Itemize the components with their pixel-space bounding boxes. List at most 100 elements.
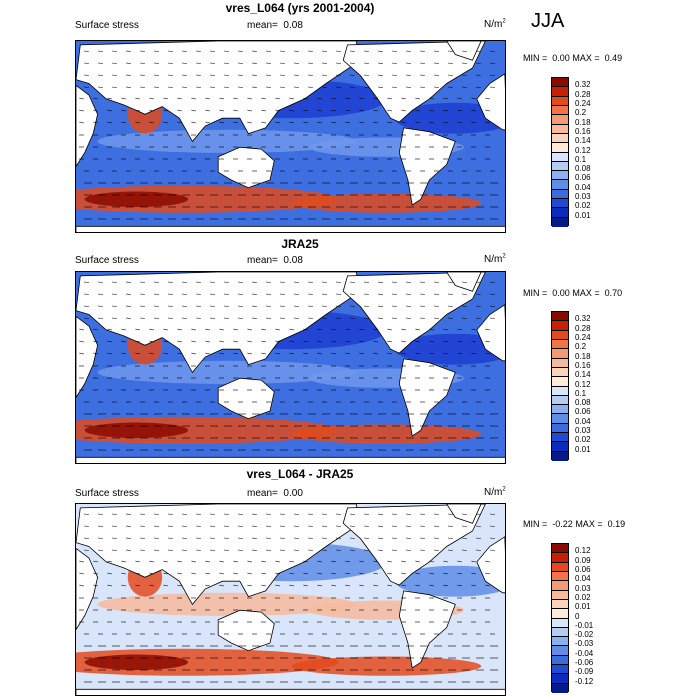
wind-vector	[191, 352, 197, 355]
wind-vector	[219, 560, 225, 563]
colorbar-tick-label: -0.09	[575, 667, 594, 677]
wind-vector	[163, 560, 169, 563]
wind-vector	[247, 328, 253, 331]
wind-vector	[135, 340, 141, 343]
wind-vector	[471, 584, 477, 587]
wind-vector	[373, 121, 379, 124]
colorbar-tick-label: 0.32	[575, 80, 591, 90]
wind-vector	[177, 109, 183, 112]
stress-contour-region	[394, 333, 505, 365]
wind-vector	[387, 560, 393, 563]
wind-vector	[247, 352, 253, 355]
colorbar-swatch	[552, 217, 568, 227]
wind-vector	[247, 97, 253, 100]
colorbar-tick-label: 0.2	[575, 108, 587, 118]
wind-vector	[443, 121, 449, 124]
wind-vector	[345, 97, 351, 100]
wind-vector	[79, 352, 85, 355]
wind-vector	[219, 121, 225, 124]
colorbar-swatch	[552, 377, 568, 387]
wind-vector	[177, 97, 183, 100]
wind-vector	[205, 121, 211, 124]
min-max-readout: MIN = 0.00 MAX = 0.70	[523, 288, 622, 298]
wind-vector	[415, 584, 421, 587]
wind-vector	[205, 340, 211, 343]
wind-vector	[121, 560, 127, 563]
wind-vector	[163, 352, 169, 355]
eurasia-landmass	[76, 504, 361, 606]
wind-vector	[485, 352, 491, 355]
africa-east-landmass	[476, 304, 505, 362]
wind-vector	[289, 97, 295, 100]
wind-vector	[247, 340, 253, 343]
wind-vector	[219, 352, 225, 355]
colorbar-swatch	[552, 189, 568, 200]
wind-vector	[415, 328, 421, 331]
greenland-landmass	[446, 504, 482, 524]
wind-vector	[471, 109, 477, 112]
wind-vector	[331, 328, 337, 331]
colorbar-swatch	[552, 451, 568, 461]
wind-vector	[331, 560, 337, 563]
wind-vector	[471, 121, 477, 124]
colorbar-swatch	[552, 618, 568, 628]
wind-vector	[345, 352, 351, 355]
wind-vector	[121, 340, 127, 343]
wind-vector	[317, 572, 323, 575]
colorbar-tick-label: 0.24	[575, 98, 591, 108]
wind-vector	[233, 560, 239, 563]
colorbar-tick-label: -0.12	[575, 676, 594, 686]
wind-vector	[401, 328, 407, 331]
wind-vector	[401, 121, 407, 124]
unit-exponent: 2	[502, 253, 506, 260]
wind-vector	[359, 121, 365, 124]
stress-map	[75, 503, 506, 696]
wind-vector	[289, 328, 295, 331]
wind-vector	[93, 584, 99, 587]
wind-vector	[443, 97, 449, 100]
colorbar-tick-label: 0.04	[575, 574, 591, 584]
antarctica-landmass	[76, 225, 505, 232]
wind-vector	[317, 121, 323, 124]
wind-vector	[443, 328, 449, 331]
wind-vector	[387, 572, 393, 575]
field-label: Surface stress	[75, 20, 139, 31]
min-value: 0.00	[552, 288, 570, 298]
south-america-landmass	[398, 358, 456, 437]
colorbar-swatch	[552, 133, 568, 144]
australia-landmass	[217, 377, 275, 420]
mean-value: 0.08	[283, 20, 303, 31]
wind-vector	[275, 584, 281, 587]
stress-contour-region	[291, 193, 482, 213]
wind-vector	[373, 340, 379, 343]
wind-vector	[373, 328, 379, 331]
colorbar-swatch	[552, 358, 568, 368]
wind-vector	[261, 352, 267, 355]
wind-vector	[345, 560, 351, 563]
wind-vector	[275, 560, 281, 563]
colorbar-tick-label: 0.24	[575, 332, 591, 342]
wind-vector	[233, 109, 239, 112]
colorbar-tick-label: 0.03	[575, 192, 591, 202]
wind-vector	[219, 340, 225, 343]
colorbar-swatch	[552, 321, 568, 331]
wind-vector	[177, 352, 183, 355]
wind-vector	[275, 97, 281, 100]
wind-vector	[415, 560, 421, 563]
wind-vector	[443, 584, 449, 587]
colorbar-tick-label: 0.01	[575, 602, 591, 612]
panel-title: vres_L064 (yrs 2001-2004)	[225, 1, 375, 15]
wind-vector	[135, 328, 141, 331]
wind-vector	[247, 584, 253, 587]
colorbar	[551, 311, 569, 461]
unit-text: N/m	[484, 487, 503, 498]
season-label: JJA	[531, 10, 565, 32]
wind-vector	[219, 97, 225, 100]
wind-vector	[191, 572, 197, 575]
unit-text: N/m	[484, 19, 503, 30]
colorbar-swatch	[552, 143, 568, 153]
wind-vector	[233, 340, 239, 343]
wind-vector	[135, 572, 141, 575]
wind-vector	[317, 109, 323, 112]
map-svg	[76, 272, 505, 463]
